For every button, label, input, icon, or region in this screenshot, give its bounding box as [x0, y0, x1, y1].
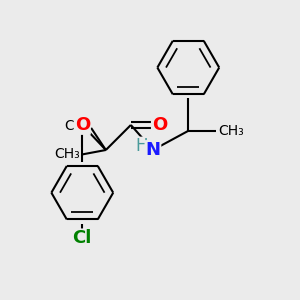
Text: O: O	[152, 116, 167, 134]
Text: CH₃: CH₃	[219, 124, 244, 138]
Text: N: N	[146, 141, 160, 159]
Text: O: O	[75, 116, 90, 134]
Text: CH₃: CH₃	[54, 147, 80, 161]
Text: CH₃: CH₃	[64, 119, 90, 134]
Text: H: H	[136, 137, 148, 155]
Text: Cl: Cl	[73, 229, 92, 247]
